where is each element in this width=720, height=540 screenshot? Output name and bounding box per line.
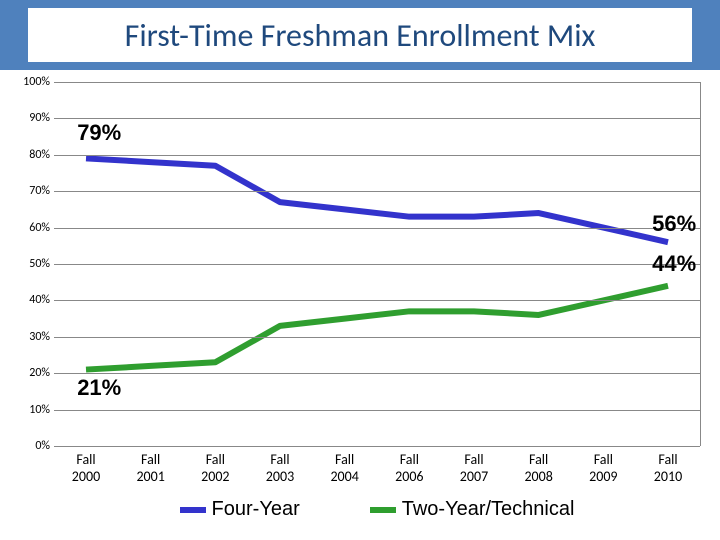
x-axis-label: Fall2006 (379, 452, 439, 486)
page-title: First-Time Freshman Enrollment Mix (125, 16, 596, 55)
gridline (54, 410, 700, 411)
data-callout: 44% (652, 251, 696, 277)
chart-legend: Four-Year Two-Year/Technical (54, 498, 700, 521)
legend-swatch (180, 507, 206, 513)
title-band: First-Time Freshman Enrollment Mix (0, 0, 720, 70)
chart-plot-area: 0%10%20%30%40%50%60%70%80%90%100%Fall200… (54, 82, 701, 446)
series-line (86, 158, 668, 242)
gridline (54, 228, 700, 229)
gridline (54, 118, 700, 119)
y-axis-label: 10% (10, 403, 50, 417)
data-callout: 56% (652, 211, 696, 237)
gridline (54, 82, 700, 83)
y-axis-label: 20% (10, 366, 50, 380)
x-axis-label: Fall2003 (250, 452, 310, 486)
x-axis-label: Fall2004 (315, 452, 375, 486)
x-axis-label: Fall2001 (121, 452, 181, 486)
y-axis-label: 100% (10, 75, 50, 89)
data-callout: 21% (77, 375, 121, 401)
series-line (86, 286, 668, 370)
legend-item: Four-Year (180, 498, 300, 521)
y-axis-label: 0% (10, 439, 50, 453)
gridline (54, 155, 700, 156)
enrollment-chart: 0%10%20%30%40%50%60%70%80%90%100%Fall200… (10, 82, 710, 532)
y-axis-label: 80% (10, 148, 50, 162)
legend-swatch (370, 507, 396, 513)
gridline (54, 191, 700, 192)
legend-label: Two-Year/Technical (402, 498, 575, 521)
x-axis-label: Fall2000 (56, 452, 116, 486)
legend-label: Four-Year (212, 498, 300, 521)
x-axis-label: Fall2010 (638, 452, 698, 486)
gridline (54, 446, 700, 447)
gridline (54, 337, 700, 338)
x-axis-label: Fall2002 (185, 452, 245, 486)
gridline (54, 300, 700, 301)
x-axis-label: Fall2008 (509, 452, 569, 486)
y-axis-label: 60% (10, 221, 50, 235)
legend-item: Two-Year/Technical (370, 498, 575, 521)
title-inner: First-Time Freshman Enrollment Mix (28, 8, 692, 62)
y-axis-label: 50% (10, 257, 50, 271)
x-axis-label: Fall2009 (573, 452, 633, 486)
gridline (54, 373, 700, 374)
x-axis-label: Fall2007 (444, 452, 504, 486)
slide: First-Time Freshman Enrollment Mix 0%10%… (0, 0, 720, 540)
y-axis-label: 90% (10, 111, 50, 125)
y-axis-label: 70% (10, 184, 50, 198)
gridline (54, 264, 700, 265)
y-axis-label: 30% (10, 330, 50, 344)
y-axis-label: 40% (10, 293, 50, 307)
data-callout: 79% (77, 120, 121, 146)
